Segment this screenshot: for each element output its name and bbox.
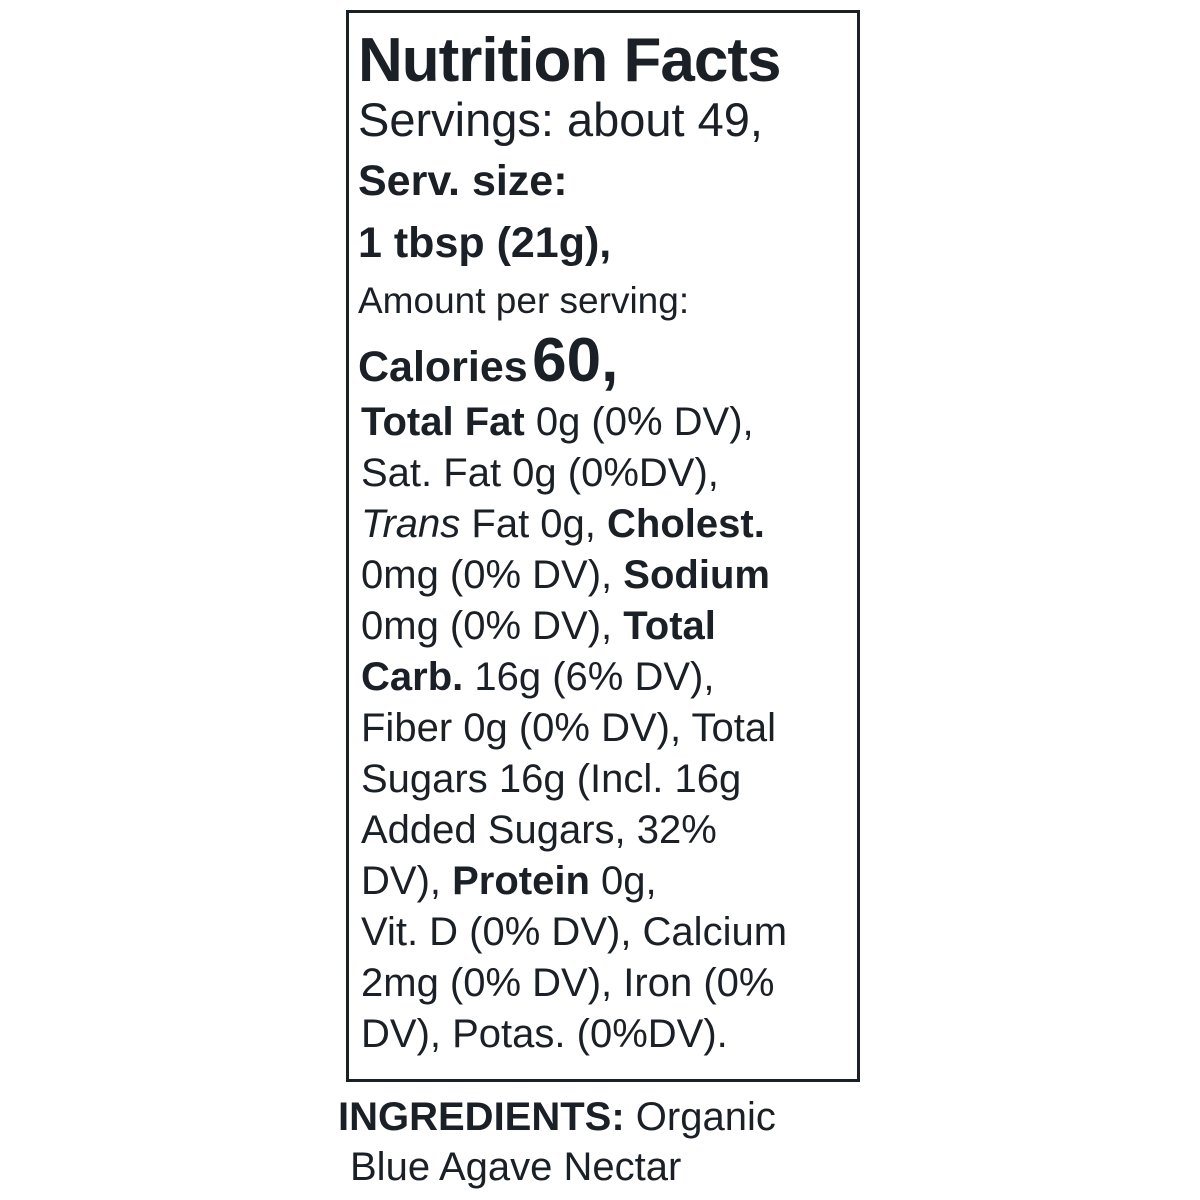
nutrient-text: DV), Potas. (0%DV). (361, 1012, 728, 1056)
nutrient-line: 0mg (0% DV), Sodium (361, 555, 770, 595)
nutrient-line: Trans Fat 0g, Cholest. (361, 504, 765, 544)
nutrient-text: 2mg (0% DV), Iron (0% (361, 961, 775, 1005)
nutrient-text: Protein (452, 859, 590, 903)
nutrient-text: Fat 0g, (460, 502, 608, 546)
nutrient-text: Vit. D (0% DV), Calcium (361, 910, 788, 954)
calories-label: Calories (358, 343, 528, 391)
calories-row: Calories 60, (358, 330, 618, 392)
nutrient-text: Trans (361, 502, 461, 546)
nutrient-text: Sugars 16g (Incl. 16g (361, 757, 742, 801)
nutrient-text: DV), (361, 859, 453, 903)
nutrient-line: 0mg (0% DV), Total (361, 606, 716, 646)
calories-value: 60, (532, 326, 619, 395)
nutrient-line: Carb. 16g (6% DV), (361, 657, 714, 697)
nutrient-text: 0g (0% DV), (524, 400, 754, 444)
ingredients-line-1: INGREDIENTS: Organic (338, 1097, 776, 1137)
amount-per-serving: Amount per serving: (358, 280, 690, 321)
nutrient-text: 0g, (589, 859, 657, 903)
serving-size-label: Serv. size: (358, 157, 568, 205)
nutrient-text: Fiber 0g (0% DV), Total (361, 706, 776, 750)
ingredients-line-2: Blue Agave Nectar (350, 1145, 682, 1189)
nutrient-line: DV), Potas. (0%DV). (361, 1014, 728, 1054)
nutrient-line: Vit. D (0% DV), Calcium (361, 912, 787, 952)
nutrient-text: 16g (6% DV), (463, 655, 715, 699)
nutrient-line: Added Sugars, 32% (361, 810, 717, 850)
nutrient-text: Added Sugars, 32% (361, 808, 717, 852)
nutrient-line: Sat. Fat 0g (0%DV), (361, 453, 719, 493)
nutrient-text: 0mg (0% DV), (361, 553, 624, 597)
nutrient-line: Sugars 16g (Incl. 16g (361, 759, 741, 799)
servings: Servings: about 49, (358, 93, 763, 146)
nutrient-text: Total Fat (361, 400, 525, 444)
ingredients-label: INGREDIENTS: (338, 1095, 625, 1139)
nutrient-text: Sat. Fat 0g (0%DV), (361, 451, 719, 495)
nutrient-text: Cholest. (607, 502, 765, 546)
nutrition-facts-panel (346, 10, 860, 1082)
nutrient-line: 2mg (0% DV), Iron (0% (361, 963, 774, 1003)
nutrient-text: Sodium (623, 553, 770, 597)
serving-size-value: 1 tbsp (21g), (358, 219, 612, 267)
nutrition-facts-title: Nutrition Facts (358, 26, 781, 95)
nutrient-text: 0mg (0% DV), (361, 604, 624, 648)
nutrient-line: DV), Protein 0g, (361, 861, 657, 901)
nutrient-line: Fiber 0g (0% DV), Total (361, 708, 776, 748)
nutrient-line: Total Fat 0g (0% DV), (361, 402, 754, 442)
nutrient-text: Carb. (361, 655, 464, 699)
nutrient-text: Total (623, 604, 716, 648)
ingredients-text-1: Organic (624, 1095, 776, 1139)
